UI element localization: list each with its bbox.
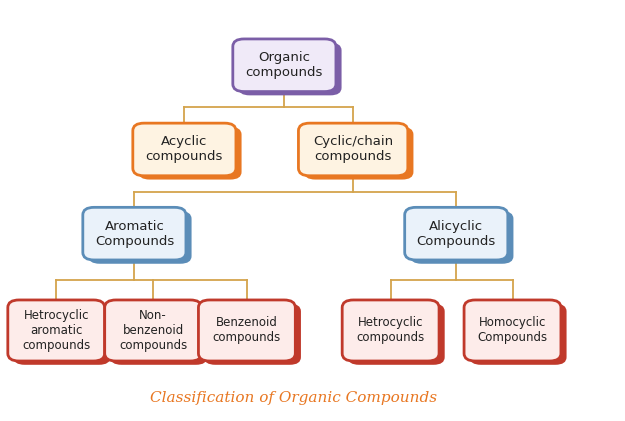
FancyBboxPatch shape [239, 43, 341, 96]
Text: Hetrocyclic
aromatic
compounds: Hetrocyclic aromatic compounds [22, 309, 91, 352]
Text: Classification of Organic Compounds: Classification of Organic Compounds [150, 391, 438, 405]
FancyBboxPatch shape [82, 207, 186, 260]
FancyBboxPatch shape [464, 300, 561, 361]
FancyBboxPatch shape [405, 207, 508, 260]
FancyBboxPatch shape [8, 300, 105, 361]
FancyBboxPatch shape [232, 39, 336, 91]
Text: Hetrocyclic
compounds: Hetrocyclic compounds [356, 317, 425, 344]
Text: Benzenoid
compounds: Benzenoid compounds [213, 317, 281, 344]
Text: Aromatic
Compounds: Aromatic Compounds [95, 220, 174, 248]
FancyBboxPatch shape [14, 304, 111, 365]
FancyBboxPatch shape [199, 300, 296, 361]
FancyBboxPatch shape [204, 304, 301, 365]
Text: Homocyclic
Compounds: Homocyclic Compounds [478, 317, 548, 344]
FancyBboxPatch shape [132, 123, 236, 176]
Text: Acyclic
compounds: Acyclic compounds [146, 136, 223, 163]
Text: Non-
benzenoid
compounds: Non- benzenoid compounds [119, 309, 188, 352]
FancyBboxPatch shape [138, 127, 241, 179]
FancyBboxPatch shape [348, 304, 445, 365]
FancyBboxPatch shape [470, 304, 567, 365]
FancyBboxPatch shape [298, 123, 408, 176]
FancyBboxPatch shape [89, 211, 191, 264]
FancyBboxPatch shape [304, 127, 414, 179]
FancyBboxPatch shape [111, 304, 208, 365]
Text: Cyclic/chain
compounds: Cyclic/chain compounds [313, 136, 393, 163]
Text: Organic
compounds: Organic compounds [246, 51, 323, 79]
FancyBboxPatch shape [342, 300, 439, 361]
FancyBboxPatch shape [104, 300, 201, 361]
Text: Alicyclic
Compounds: Alicyclic Compounds [417, 220, 496, 248]
FancyBboxPatch shape [411, 211, 514, 264]
